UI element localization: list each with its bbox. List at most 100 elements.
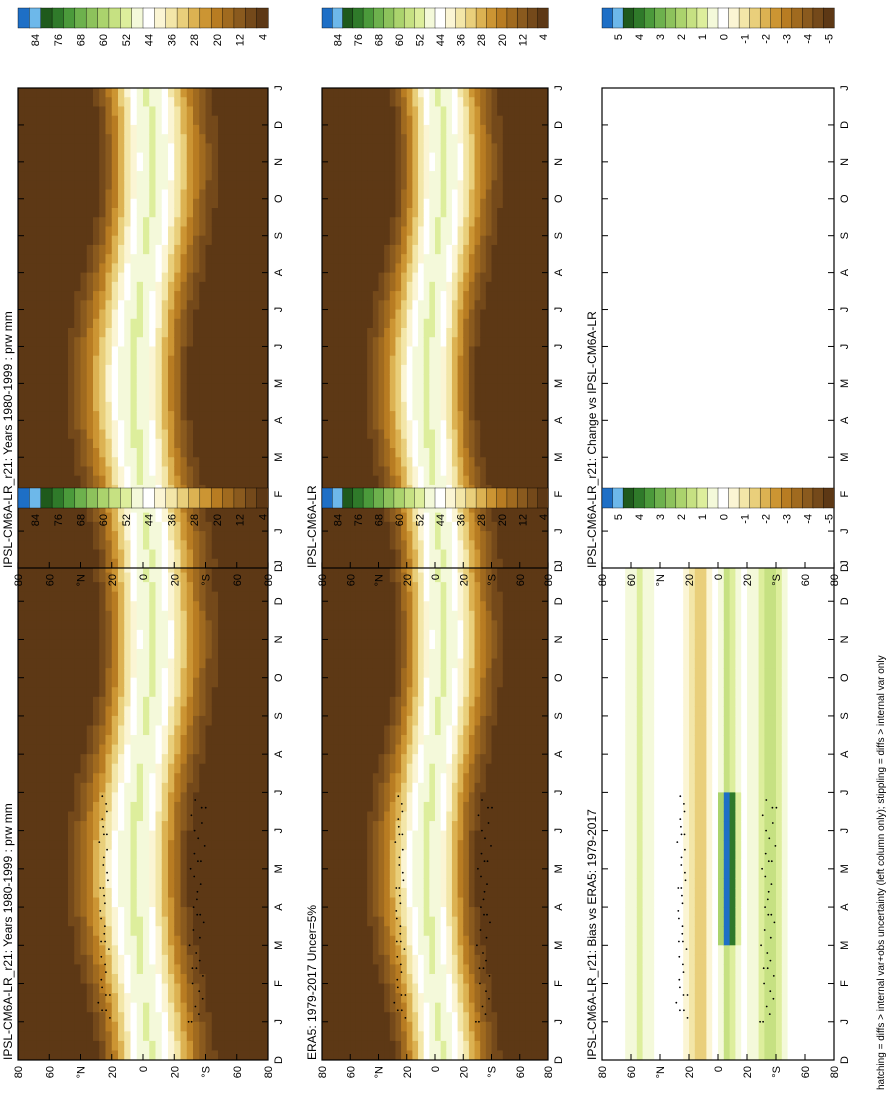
field-cell <box>389 629 397 641</box>
field-cell <box>255 620 263 631</box>
field-cell <box>249 763 257 774</box>
field-cell <box>168 782 175 793</box>
field-cell <box>602 1002 609 1013</box>
field-cell <box>36 687 44 698</box>
field-cell <box>406 591 413 602</box>
field-cell <box>322 868 329 880</box>
field-cell <box>468 744 476 755</box>
field-cell <box>255 993 263 1004</box>
field-cell <box>602 725 609 736</box>
field-cell <box>514 792 521 803</box>
field-cell <box>423 935 430 946</box>
field-cell <box>161 830 169 841</box>
field-cell <box>86 897 94 908</box>
field-cell <box>136 849 144 860</box>
field-cell <box>130 1031 138 1042</box>
field-cell <box>105 639 113 650</box>
field-cell <box>18 754 25 765</box>
stipple-dot <box>102 864 105 866</box>
field-cell <box>30 983 38 994</box>
field-cell <box>619 973 626 985</box>
field-cell <box>440 582 447 593</box>
field-cell <box>199 935 207 946</box>
field-cell <box>372 954 380 966</box>
field-cell <box>30 887 38 899</box>
field-cell <box>446 1050 453 1060</box>
field-cell <box>168 859 175 870</box>
field-cell <box>211 792 219 803</box>
field-cell <box>111 887 119 899</box>
field-cell <box>338 868 346 880</box>
field-cell <box>435 706 442 717</box>
stipple-dot <box>188 944 191 947</box>
field-cell <box>130 859 138 870</box>
field-cell <box>474 610 481 621</box>
field-cell <box>211 649 219 660</box>
field-cell <box>218 649 225 660</box>
field-cell <box>463 983 470 994</box>
field-cell <box>485 639 493 650</box>
field-cell <box>474 868 481 880</box>
field-cell <box>105 725 113 736</box>
field-cell <box>61 572 69 583</box>
field-cell <box>111 620 119 631</box>
field-cell <box>446 754 453 765</box>
field-cell <box>199 763 207 774</box>
field-cell <box>130 668 138 679</box>
field-cell <box>249 983 257 994</box>
field-cell <box>389 696 397 707</box>
field-cell <box>322 926 329 937</box>
field-cell <box>463 887 470 899</box>
field-cell <box>491 868 498 880</box>
field-cell <box>180 1012 188 1023</box>
field-cell <box>457 1012 464 1023</box>
field-cell <box>395 868 402 880</box>
field-cell <box>93 782 100 793</box>
field-cell <box>451 973 459 985</box>
field-cell <box>205 1050 213 1060</box>
field-cell <box>193 629 200 641</box>
field-cell <box>463 715 470 727</box>
field-cell <box>491 639 498 650</box>
field-cell <box>105 983 113 994</box>
field-cell <box>136 620 144 631</box>
field-cell <box>161 735 169 746</box>
field-cell <box>80 792 88 803</box>
field-cell <box>338 878 346 889</box>
field-cell <box>43 629 50 641</box>
field-cell <box>474 706 481 717</box>
field-cell <box>389 821 397 832</box>
field-cell <box>378 715 385 727</box>
field-cell <box>412 620 419 631</box>
stipple-dot <box>192 929 195 931</box>
field-cell <box>423 735 430 746</box>
field-cell <box>149 735 157 746</box>
field-cell <box>361 715 368 727</box>
field-cell <box>80 840 88 851</box>
field-cell <box>186 983 194 994</box>
field-cell <box>155 993 163 1004</box>
field-cell <box>613 706 620 717</box>
field-cell <box>86 696 94 707</box>
field-cell <box>542 907 548 918</box>
field-cell <box>255 821 263 832</box>
field-cell <box>508 916 515 927</box>
field-cell <box>136 629 144 641</box>
figure-footnote: hatching = diffs > internal var+obs unce… <box>876 655 887 1090</box>
field-cell <box>619 954 626 966</box>
field-cell <box>80 1002 88 1013</box>
field-cell <box>378 811 385 822</box>
field-cell <box>255 926 263 937</box>
field-cell <box>542 1021 548 1032</box>
field-cell <box>384 591 391 602</box>
stipple-dot <box>401 871 404 874</box>
field-cell <box>446 1031 453 1042</box>
field-cell <box>80 601 88 612</box>
field-cell <box>118 639 125 650</box>
field-cell <box>491 620 498 631</box>
field-cell <box>350 582 357 593</box>
field-cell <box>74 744 82 755</box>
field-cell <box>180 973 188 985</box>
field-cell <box>168 878 175 889</box>
field-cell <box>143 907 150 918</box>
